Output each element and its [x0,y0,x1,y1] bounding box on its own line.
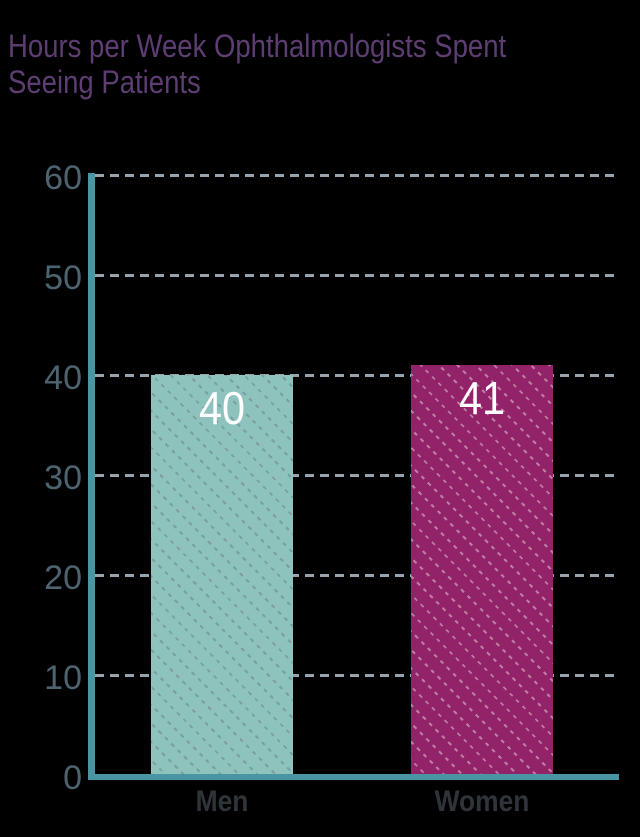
bar-men: 40 [151,375,293,777]
gridline-60 [95,174,616,177]
x-axis-label-men: Men [195,785,249,818]
x-axis-label-women: Women [434,785,530,818]
y-tick-label-10: 10 [44,659,82,697]
y-tick-label-60: 60 [44,159,82,197]
gridline-20 [95,574,616,577]
bar-value-label-women: 41 [458,372,506,424]
chart-title: Hours per Week Ophthalmologists Spent See… [8,28,506,100]
bar-women: 41 [411,365,553,777]
y-tick-label-20: 20 [44,559,82,597]
gridline-30 [95,474,616,477]
gridline-50 [95,274,616,277]
y-tick-label-30: 30 [44,459,82,497]
bar-value-label-men: 40 [198,382,246,434]
y-tick-label-40: 40 [44,359,82,397]
gridline-10 [95,674,616,677]
gridline-40 [95,374,616,377]
chart-title-line-1: Hours per Week Ophthalmologists Spent [8,28,507,64]
chart-title-line-2: Seeing Patients [8,64,201,100]
y-axis-line [88,173,95,780]
x-axis-line [88,774,619,780]
y-tick-label-50: 50 [44,259,82,297]
y-tick-label-0: 0 [63,759,82,797]
